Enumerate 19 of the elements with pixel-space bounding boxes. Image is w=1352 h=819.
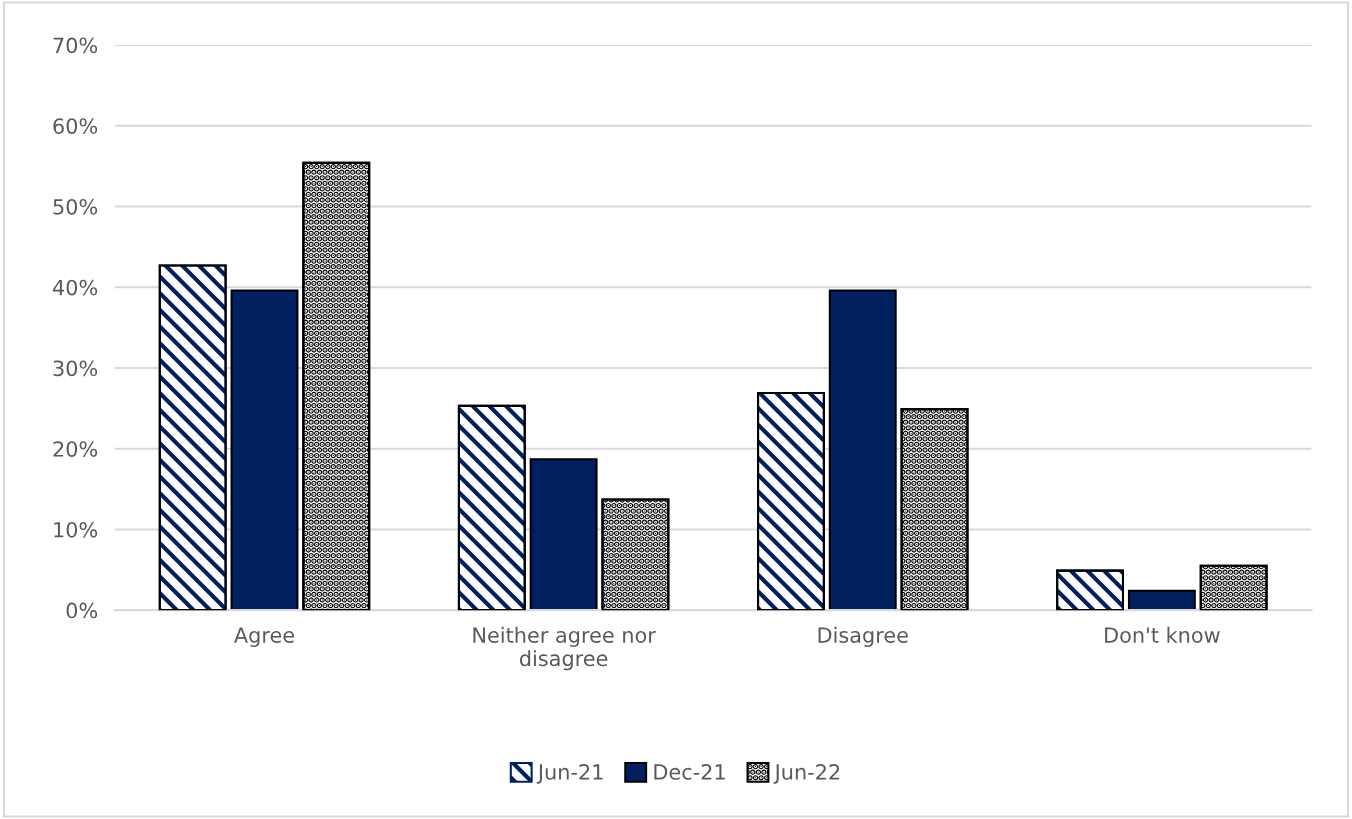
bar [828, 289, 897, 611]
y-tick-label: 30% [53, 360, 98, 377]
y-tick-label: 60% [53, 118, 98, 134]
legend-label: Dec-21 [654, 764, 725, 780]
bar [1127, 589, 1196, 611]
legend-label: Jun-21 [536, 764, 603, 784]
bar [230, 289, 299, 611]
x-tick-label: Agree [234, 627, 294, 647]
x-tick-label: Don't know [1105, 626, 1220, 643]
x-tick-label: Neither agree nor disagree [473, 626, 656, 671]
x-tick-label: Disagree [818, 626, 908, 647]
y-tick-label: 70% [53, 37, 98, 54]
y-tick-label: 40% [52, 279, 98, 296]
y-tick-label: 50% [53, 198, 98, 215]
y-tick-label: 20% [53, 441, 98, 457]
y-tick-label: 0% [66, 602, 98, 619]
legend-label: Jun-22 [773, 764, 840, 784]
bar [529, 458, 598, 611]
y-tick-label: 10% [54, 521, 98, 538]
